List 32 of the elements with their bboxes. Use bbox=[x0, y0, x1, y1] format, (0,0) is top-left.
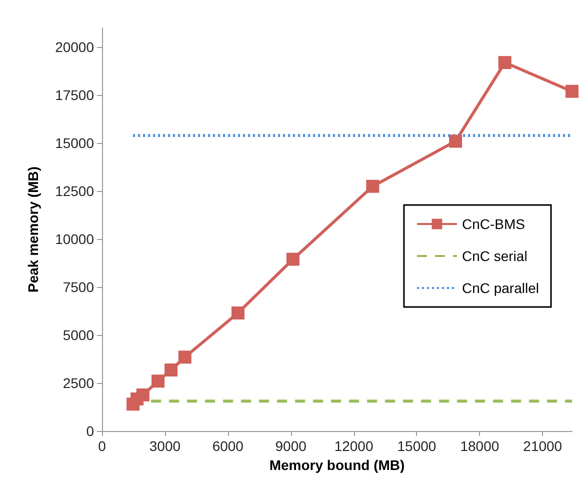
y-tick-label: 12500 bbox=[55, 183, 94, 200]
point bbox=[164, 363, 178, 376]
y-tick-label: 17500 bbox=[55, 87, 94, 104]
legend-label: CnC parallel bbox=[462, 280, 540, 296]
x-tick-label: 21000 bbox=[523, 438, 562, 454]
point bbox=[152, 374, 165, 388]
point bbox=[136, 388, 150, 402]
point bbox=[449, 134, 462, 148]
legend-label: CnC serial bbox=[462, 248, 528, 264]
point bbox=[498, 56, 512, 70]
point bbox=[231, 306, 244, 320]
y-tick-label: 10000 bbox=[55, 231, 94, 248]
point bbox=[178, 350, 192, 364]
point bbox=[566, 84, 578, 98]
legend-label: CnC-BMS bbox=[462, 216, 525, 232]
x-tick-label: 15000 bbox=[397, 438, 436, 454]
x-tick-label: 18000 bbox=[460, 438, 500, 454]
point bbox=[286, 252, 300, 266]
x-tick-label: 6000 bbox=[212, 438, 244, 454]
x-tick-label: 0 bbox=[98, 438, 106, 454]
y-tick-label: 2500 bbox=[62, 375, 94, 392]
x-axis-title: Memory bound (MB) bbox=[269, 456, 405, 473]
point bbox=[366, 180, 380, 193]
y-tick-label: 0 bbox=[86, 423, 94, 439]
y-tick-label: 20000 bbox=[55, 39, 94, 56]
y-tick-label: 5000 bbox=[62, 327, 94, 344]
y-axis-title: Peak memory (MB) bbox=[25, 166, 41, 293]
y-tick-label: 7500 bbox=[62, 279, 94, 296]
y-tick-label: 15000 bbox=[55, 135, 94, 152]
x-tick-label: 9000 bbox=[275, 438, 307, 454]
x-tick-label: 12000 bbox=[334, 438, 374, 454]
x-tick-label: 3000 bbox=[149, 438, 181, 454]
